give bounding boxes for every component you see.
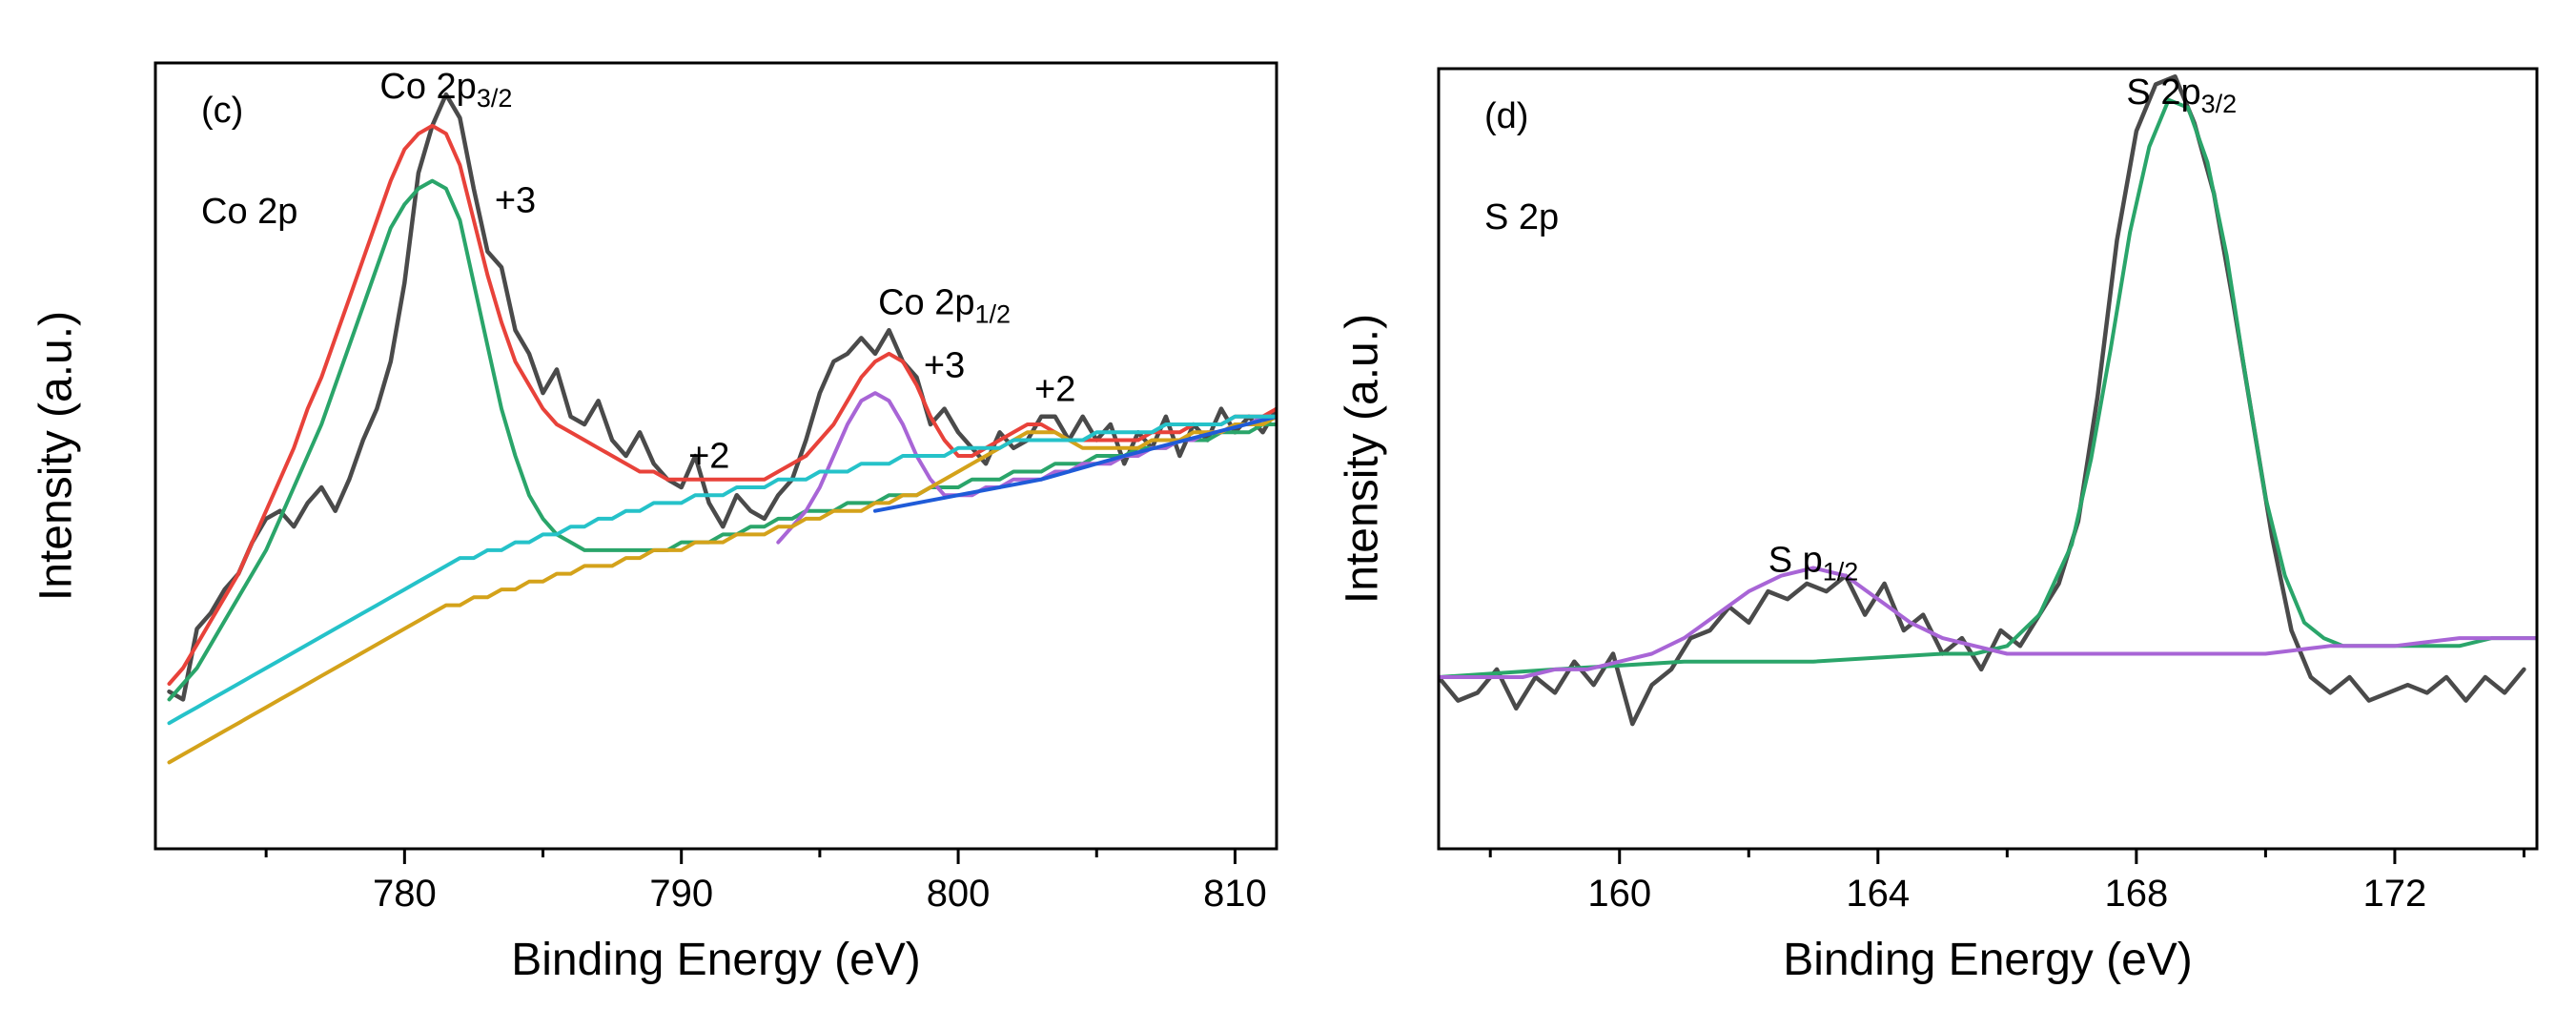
panel-label: (d) bbox=[1484, 96, 1528, 136]
annotation-main: +3 bbox=[495, 181, 536, 221]
chart-panel-1: 160 164 168 172 Binding Energy (eV) Intensity… bbox=[1338, 67, 2539, 985]
annotation-main: +2 bbox=[688, 436, 729, 476]
x-tick-label-3: 172 bbox=[2363, 873, 2427, 915]
annotation-main: S p bbox=[1768, 541, 1823, 581]
series-group bbox=[167, 92, 1277, 765]
annotation-subscript: 1/2 bbox=[1823, 558, 1859, 587]
peak-annotation-1: S p1/2 bbox=[1768, 541, 1859, 587]
series-group bbox=[1439, 73, 2537, 727]
series-line-2 bbox=[1439, 566, 2537, 679]
y-axis-title: Intensity (a.u.) bbox=[31, 311, 82, 601]
annotation-subscript: 3/2 bbox=[2201, 90, 2238, 118]
plot-frame bbox=[153, 61, 1278, 851]
x-axis-title: Binding Energy (eV) bbox=[511, 935, 921, 985]
x-tick-label-0: 780 bbox=[373, 873, 437, 915]
panel-title: Co 2p bbox=[201, 192, 297, 232]
panel-label: (c) bbox=[201, 91, 243, 131]
y-axis-title: Intensity (a.u.) bbox=[1338, 314, 1388, 604]
x-tick-label-2: 800 bbox=[927, 873, 991, 915]
series-line-1 bbox=[1439, 97, 2537, 679]
series-line-3 bbox=[776, 391, 1277, 545]
series-line-0 bbox=[167, 92, 1277, 702]
plot-frame bbox=[1437, 67, 2539, 851]
series-line-6 bbox=[167, 414, 1277, 726]
x-tick-label-1: 790 bbox=[649, 873, 713, 915]
series-line-0 bbox=[1439, 73, 2526, 727]
peak-annotation-0: Co 2p3/2 bbox=[379, 67, 512, 113]
peak-annotation-3: +3 bbox=[924, 346, 965, 386]
annotation-main: +3 bbox=[924, 346, 965, 386]
peak-annotation-0: S 2p3/2 bbox=[2126, 72, 2237, 118]
series-line-2 bbox=[167, 178, 1277, 702]
panel-title: S 2p bbox=[1484, 197, 1559, 237]
series-line-4 bbox=[167, 414, 1277, 765]
x-tick-label-2: 168 bbox=[2104, 873, 2168, 915]
chart-panel-0: 780 790 800 810 Binding Energy (eV) Intensity… bbox=[31, 61, 1278, 985]
x-tick-label-3: 810 bbox=[1203, 873, 1267, 915]
annotation-subscript: 3/2 bbox=[477, 84, 513, 113]
peak-annotation-5: +2 bbox=[688, 436, 729, 476]
peak-annotation-2: Co 2p1/2 bbox=[878, 283, 1011, 329]
series-line-1 bbox=[167, 123, 1277, 686]
series-line-5 bbox=[873, 414, 1277, 513]
annotation-subscript: 1/2 bbox=[974, 300, 1011, 329]
annotation-main: Co 2p bbox=[878, 283, 974, 323]
x-axis-title: Binding Energy (eV) bbox=[1783, 935, 2193, 985]
annotation-main: S 2p bbox=[2126, 72, 2200, 113]
x-tick-label-0: 160 bbox=[1587, 873, 1651, 915]
peak-annotation-4: +2 bbox=[1034, 369, 1075, 409]
x-tick-label-1: 164 bbox=[1846, 873, 1910, 915]
peak-annotation-1: +3 bbox=[495, 181, 536, 221]
annotation-main: +2 bbox=[1034, 369, 1075, 409]
annotation-main: Co 2p bbox=[379, 67, 476, 107]
